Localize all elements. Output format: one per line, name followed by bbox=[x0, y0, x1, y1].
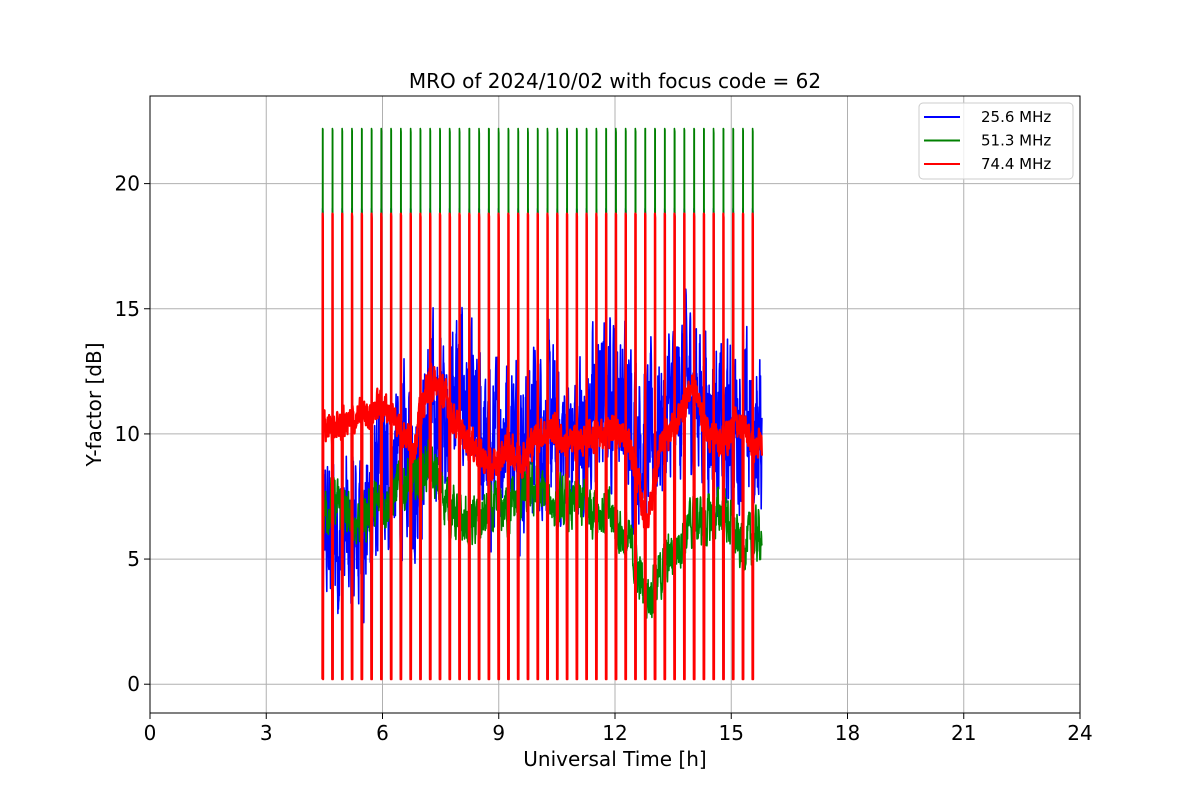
legend-box bbox=[918, 102, 1074, 180]
x-tick-label: 24 bbox=[1067, 721, 1092, 745]
legend-label-2: 51.3 MHz bbox=[981, 132, 1051, 150]
x-tick-label: 21 bbox=[951, 721, 976, 745]
y-tick-label: 15 bbox=[115, 297, 140, 321]
x-tick-label: 15 bbox=[719, 721, 744, 745]
series-line-2 bbox=[321, 127, 763, 619]
x-tick-label: 9 bbox=[492, 721, 505, 745]
y-tick-label: 10 bbox=[115, 422, 140, 446]
axis-ticks: 0 3 6 9 12 15 18 21 24 0 5 10 15 20 bbox=[115, 172, 1093, 745]
y-tick-label: 0 bbox=[127, 672, 140, 696]
legend-label-1: 25.6 MHz bbox=[981, 108, 1051, 126]
series-layer bbox=[321, 127, 763, 681]
y-tick-label: 5 bbox=[127, 547, 140, 571]
y-tick-label: 20 bbox=[115, 172, 140, 196]
series-line-1 bbox=[321, 207, 763, 680]
chart-title: MRO of 2024/10/02 with focus code = 62 bbox=[409, 69, 821, 93]
legend-label-3: 74.4 MHz bbox=[981, 155, 1051, 173]
x-axis-label: Universal Time [h] bbox=[523, 747, 706, 771]
x-tick-label: 0 bbox=[144, 721, 157, 745]
series-line-3 bbox=[321, 212, 763, 681]
x-tick-label: 12 bbox=[602, 721, 627, 745]
y-axis-label: Y-factor [dB] bbox=[82, 342, 106, 467]
legend: 25.6 MHz 51.3 MHz 74.4 MHz bbox=[918, 102, 1074, 180]
x-tick-label: 3 bbox=[260, 721, 273, 745]
x-tick-label: 6 bbox=[376, 721, 389, 745]
x-tick-label: 18 bbox=[835, 721, 860, 745]
